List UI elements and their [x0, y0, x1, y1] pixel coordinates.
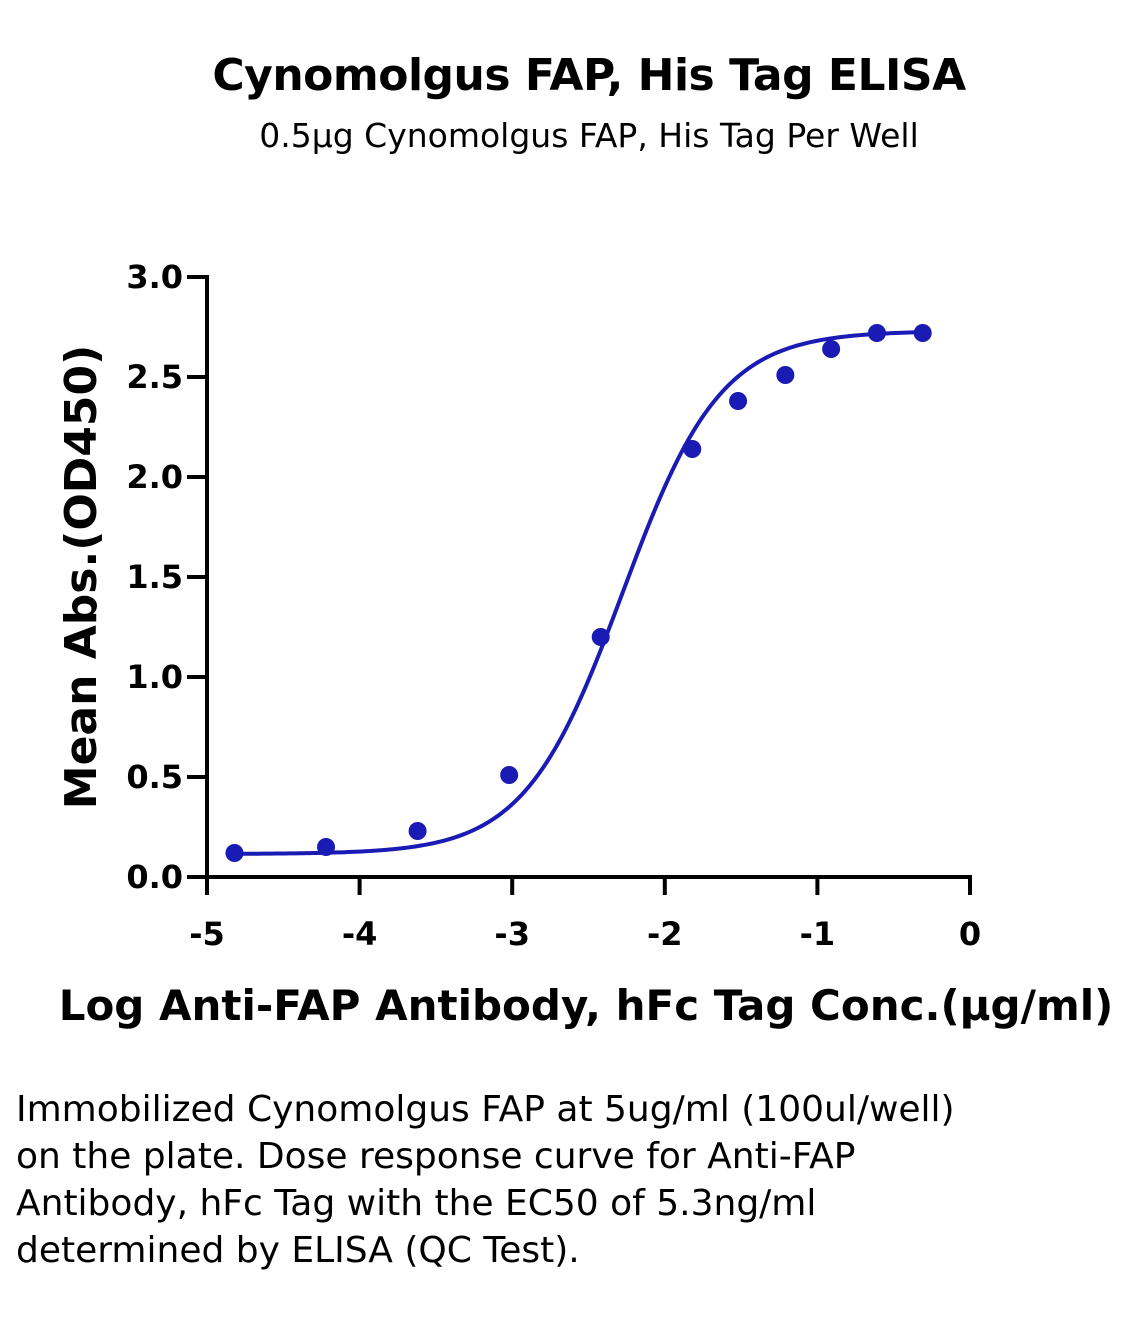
- x-tick-label: -4: [342, 915, 378, 953]
- y-tick-label: 1.0: [126, 658, 183, 696]
- data-point: [317, 838, 336, 856]
- y-tick-label: 2.5: [126, 358, 183, 396]
- y-tick-label: 1.5: [126, 558, 183, 596]
- y-tick-label: 0.5: [126, 758, 183, 796]
- x-axis-title: Log Anti-FAP Antibody, hFc Tag Conc.(μg/…: [59, 981, 1114, 1030]
- y-axis-title: Mean Abs.(OD450): [56, 345, 107, 809]
- x-tick-label: -5: [189, 915, 225, 953]
- x-tick-label: 0: [959, 915, 981, 953]
- y-tick-label: 3.0: [126, 258, 183, 296]
- data-point: [822, 340, 841, 358]
- chart-subtitle: 0.5μg Cynomolgus FAP, His Tag Per Well: [259, 116, 919, 155]
- data-point: [683, 440, 702, 458]
- x-tick-label: -2: [647, 915, 683, 953]
- data-point: [408, 822, 427, 840]
- data-point: [729, 392, 748, 410]
- x-tick-label: -1: [800, 915, 836, 953]
- figure-caption: Immobilized Cynomolgus FAP at 5ug/ml (10…: [16, 1089, 955, 1271]
- fit-curve: [234, 330, 923, 856]
- data-point: [500, 766, 519, 784]
- y-tick-label: 0.0: [126, 858, 183, 896]
- data-point: [591, 628, 610, 646]
- axes: 0.0 0.5 1.0 1.5 2.0 2.5 3.0 -5 -4 -3 -2 -1 0: [126, 258, 981, 953]
- chart-title: Cynomolgus FAP, His Tag ELISA: [212, 50, 966, 101]
- data-point: [776, 366, 795, 384]
- x-tick-label: -3: [494, 915, 530, 953]
- data-points: [225, 324, 932, 862]
- data-point: [867, 324, 886, 342]
- y-tick-label: 2.0: [126, 458, 183, 496]
- elisa-chart: 0.0 0.5 1.0 1.5 2.0 2.5 3.0 -5 -4 -3 -2 -1 0 Mean Ab…: [56, 258, 1114, 1030]
- data-point: [225, 844, 244, 862]
- data-point: [913, 324, 932, 342]
